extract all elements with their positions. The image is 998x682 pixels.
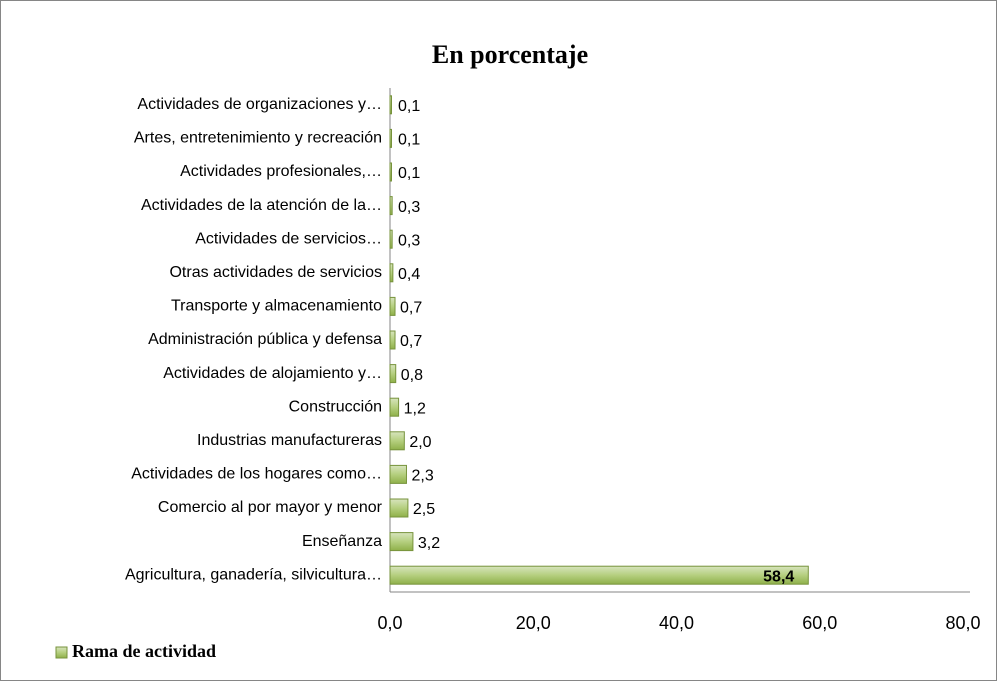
- bar: [389, 364, 397, 384]
- y-tick-label: Actividades de servicios…: [195, 230, 382, 247]
- data-label: 2,3: [411, 468, 433, 485]
- y-tick-label: Industrias manufactureras: [197, 432, 382, 449]
- chart-title: En porcentaje: [432, 40, 588, 69]
- data-label: 3,2: [418, 535, 440, 552]
- data-label: 0,7: [400, 333, 422, 350]
- y-tick-label: Actividades de organizaciones y…: [137, 96, 382, 113]
- x-tick-label: 80,0: [945, 613, 980, 633]
- y-tick-label: Construcción: [289, 398, 382, 415]
- y-tick-label: Enseñanza: [302, 533, 382, 550]
- y-tick-label: Otras actividades de servicios: [169, 264, 382, 281]
- legend-label: Rama de actividad: [72, 641, 216, 661]
- data-label: 58,4: [763, 568, 794, 585]
- legend-swatch: [55, 646, 68, 659]
- y-tick-label: Actividades de la atención de la…: [141, 197, 382, 214]
- x-tick-label: 40,0: [659, 613, 694, 633]
- y-tick-label: Comercio al por mayor y menor: [158, 499, 383, 516]
- data-label: 2,0: [409, 434, 431, 451]
- bar: [389, 263, 394, 283]
- y-tick-label: Transporte y almacenamiento: [171, 298, 382, 315]
- data-label: 0,1: [398, 98, 420, 115]
- x-tick-label: 60,0: [802, 613, 837, 633]
- data-label: 0,8: [401, 367, 423, 384]
- y-tick-label: Actividades de los hogares como…: [131, 466, 382, 483]
- y-tick-label: Actividades de alojamiento y…: [163, 365, 382, 382]
- bar: [389, 498, 409, 518]
- y-tick-label: Artes, entretenimiento y recreación: [134, 130, 382, 147]
- bar: [389, 95, 392, 115]
- bar: [389, 397, 400, 417]
- y-tick-label: Actividades profesionales,…: [180, 163, 382, 180]
- x-tick-label: 20,0: [516, 613, 551, 633]
- data-label: 0,3: [398, 199, 420, 216]
- bar: [389, 565, 809, 585]
- data-label: 0,4: [398, 266, 420, 283]
- data-label: 1,2: [404, 400, 426, 417]
- data-label: 0,1: [398, 132, 420, 149]
- bar: [389, 128, 392, 148]
- y-tick-label: Agricultura, ganadería, silvicultura…: [125, 566, 382, 583]
- data-label: 0,1: [398, 165, 420, 182]
- bar: [389, 464, 407, 484]
- bar: [389, 229, 393, 249]
- bar: [389, 431, 405, 451]
- data-label: 0,7: [400, 300, 422, 317]
- bar: [389, 330, 396, 350]
- y-tick-label: Administración pública y defensa: [148, 331, 382, 348]
- bar: [389, 162, 392, 182]
- x-tick-label: 0,0: [377, 613, 402, 633]
- bar: [389, 196, 393, 216]
- data-label: 2,5: [413, 501, 435, 518]
- data-label: 0,3: [398, 232, 420, 249]
- bar: [389, 296, 396, 316]
- bar: [389, 532, 414, 552]
